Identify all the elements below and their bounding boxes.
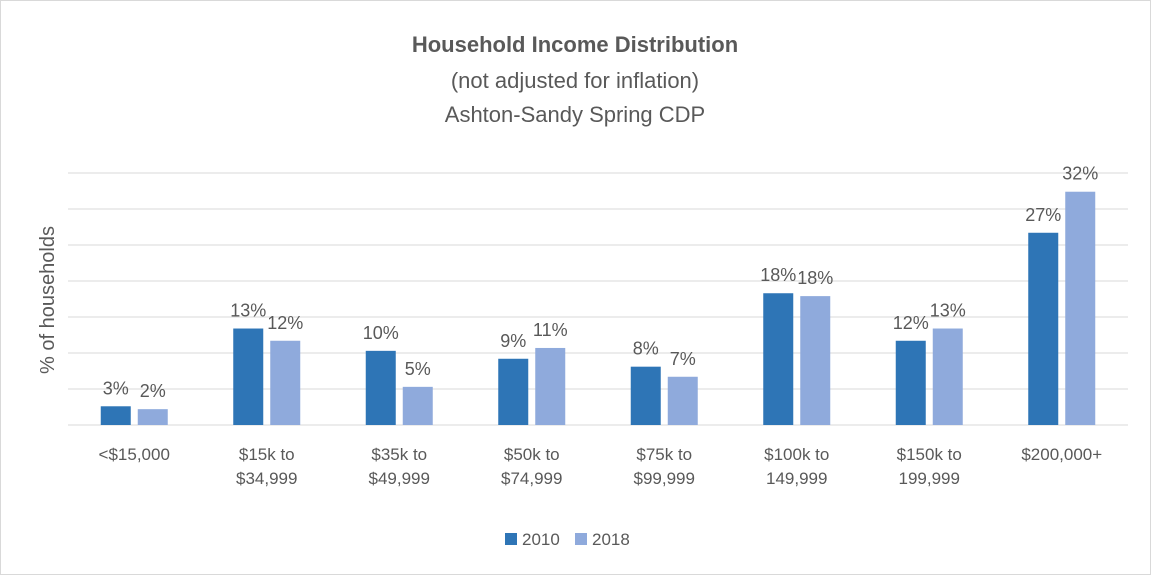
- bar: [667, 376, 698, 425]
- legend-swatch: [575, 533, 587, 545]
- legend-label: 2010: [522, 530, 560, 549]
- bar: [402, 386, 433, 425]
- bar: [630, 366, 661, 425]
- bar: [498, 358, 529, 425]
- data-label: 13%: [230, 301, 266, 321]
- data-label: 9%: [500, 331, 526, 351]
- bar: [1065, 191, 1096, 425]
- y-axis-label: % of households: [37, 226, 59, 374]
- bar: [1028, 232, 1059, 425]
- data-label: 2%: [140, 381, 166, 401]
- bar: [800, 296, 831, 425]
- data-label: 8%: [633, 339, 659, 359]
- x-tick-label: $35k to $49,999: [368, 445, 430, 488]
- x-tick-label: <$15,000: [98, 445, 170, 464]
- data-label: 11%: [533, 320, 568, 340]
- x-tick-label: $100k to 149,999: [764, 445, 830, 488]
- x-tick-label: $15k to $34,999: [236, 445, 298, 488]
- data-label: 3%: [103, 378, 129, 398]
- data-label: 12%: [267, 313, 303, 333]
- legend-label: 2018: [592, 530, 630, 549]
- bar: [895, 340, 926, 425]
- bar: [233, 328, 264, 425]
- x-tick-label: $150k to 199,999: [896, 445, 962, 488]
- x-tick-label: $50k to $74,999: [501, 445, 563, 488]
- x-tick-label: $75k to $99,999: [633, 445, 695, 488]
- bar: [535, 347, 566, 425]
- data-label: 18%: [797, 268, 833, 288]
- x-tick-label: $200,000+: [1021, 445, 1103, 464]
- data-label: 18%: [760, 265, 796, 285]
- data-label: 12%: [893, 313, 929, 333]
- chart-title: Household Income Distribution: [412, 32, 738, 57]
- data-label: 10%: [363, 323, 399, 343]
- data-label: 5%: [405, 359, 431, 379]
- bar: [137, 409, 168, 425]
- data-label: 32%: [1062, 164, 1098, 184]
- chart-subtitle: (not adjusted for inflation): [451, 68, 699, 93]
- bar: [763, 293, 794, 425]
- chart-subtitle: Ashton-Sandy Spring CDP: [445, 102, 705, 127]
- bar: [100, 406, 131, 425]
- bar: [932, 328, 963, 425]
- bar: [270, 340, 301, 425]
- legend-swatch: [505, 533, 517, 545]
- data-label: 7%: [670, 349, 696, 369]
- data-label: 27%: [1025, 205, 1061, 225]
- data-label: 13%: [930, 301, 966, 321]
- bar: [365, 350, 396, 425]
